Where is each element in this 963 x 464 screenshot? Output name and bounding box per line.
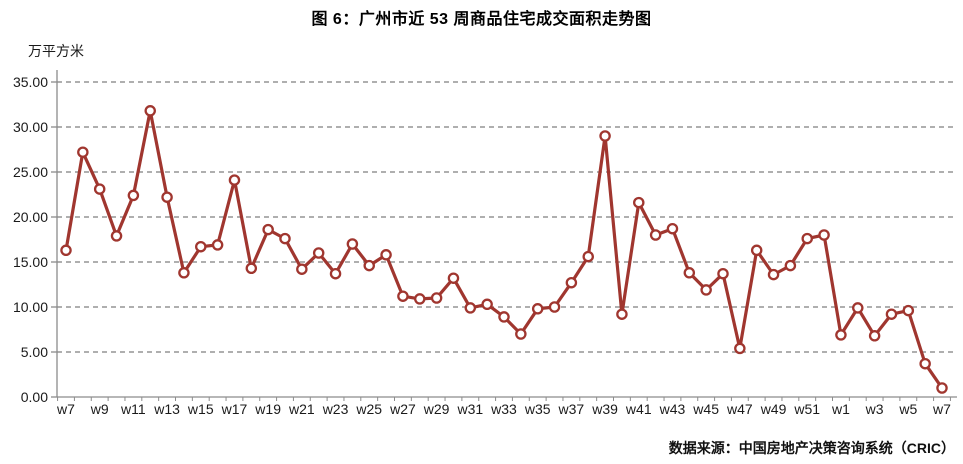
y-axis-tick-label: 0.00 [21, 389, 48, 405]
data-point-marker [110, 230, 123, 242]
data-point-marker [784, 259, 797, 272]
x-axis-tick-label: w5 [898, 401, 917, 417]
data-point-marker [531, 303, 544, 315]
data-point-marker [447, 272, 460, 284]
data-point-marker [717, 267, 729, 280]
data-point-marker [312, 247, 325, 259]
x-axis-tick-label: w47 [726, 401, 753, 417]
gridlines [57, 81, 957, 353]
y-axis-tick-label: 10.00 [13, 299, 48, 315]
data-point-marker [296, 263, 308, 275]
data-point-marker [228, 174, 241, 186]
data-point-marker [464, 302, 477, 314]
data-point-marker [835, 329, 847, 341]
x-axis-tick-label: w23 [322, 401, 349, 417]
data-point-marker [60, 244, 72, 257]
x-axis-tick-label: w17 [221, 401, 248, 417]
data-point-marker [868, 330, 881, 342]
data-point-marker [649, 229, 662, 241]
data-point-marker [346, 238, 359, 250]
x-axis-tick-label: w15 [187, 401, 214, 417]
data-point-marker [683, 267, 696, 279]
data-point-marker [919, 357, 931, 370]
data-point-marker [178, 267, 190, 279]
data-point-marker [414, 293, 426, 305]
data-point-marker [279, 232, 291, 245]
data-point-markers [60, 105, 948, 394]
y-axis-tick-label: 15.00 [13, 254, 48, 270]
x-axis-tick-label: w27 [389, 401, 416, 417]
data-point-marker [801, 232, 813, 245]
x-axis-tick-label: w35 [524, 401, 551, 417]
data-point-marker [498, 311, 510, 323]
y-axis-tick-label: 30.00 [13, 119, 48, 135]
data-point-marker [666, 222, 679, 235]
data-point-marker [380, 249, 392, 261]
x-axis-tick-label: w13 [153, 401, 180, 417]
x-axis-tick-label: w29 [423, 401, 450, 417]
data-point-marker [195, 240, 207, 253]
data-source-note: 数据来源：中国房地产决策咨询系统（CRIC） [668, 440, 955, 456]
data-point-marker [750, 244, 763, 257]
data-point-marker [565, 276, 578, 289]
data-point-marker [818, 229, 830, 241]
data-point-marker [262, 223, 274, 236]
x-axis-tick-label: w37 [558, 401, 585, 417]
data-point-marker [481, 298, 493, 311]
data-point-marker [329, 267, 342, 280]
x-axis-tick-label: w33 [490, 401, 517, 417]
x-axis-tick-label: w41 [625, 401, 652, 417]
y-axis-labels: 0.00 5.00 10.00 15.00 20.00 25.00 30.00 35.00 [13, 74, 48, 405]
x-axis-tick-label: w11 [120, 401, 146, 417]
data-point-marker [700, 284, 712, 296]
data-point-marker [144, 105, 156, 117]
x-axis-tick-label: w25 [355, 401, 382, 417]
x-axis-tick-label: w3 [865, 401, 884, 417]
data-point-marker [767, 268, 780, 281]
data-point-marker [885, 308, 898, 320]
x-axis-tick-label: w21 [288, 401, 315, 417]
data-point-marker [599, 130, 611, 142]
x-axis-tick-label: w43 [659, 401, 686, 417]
data-point-marker [633, 196, 645, 209]
data-point-marker [93, 183, 106, 195]
x-axis-tick-label: w31 [456, 401, 483, 417]
data-point-marker [245, 262, 258, 275]
data-point-marker [902, 304, 915, 317]
x-axis-tick-label: w45 [692, 401, 719, 417]
data-point-marker [77, 146, 89, 158]
chart-title: 图 6：广州市近 53 周商品住宅成交面积走势图 [311, 11, 652, 28]
y-axis-tick-label: 35.00 [13, 74, 48, 90]
data-point-marker [582, 250, 594, 263]
data-point-marker [430, 292, 443, 304]
data-point-marker [616, 308, 628, 320]
data-point-marker [211, 239, 224, 251]
x-axis-tick-label: w39 [591, 401, 618, 417]
data-point-marker [734, 342, 746, 355]
data-point-marker [515, 328, 527, 340]
x-axis-tick-label: w49 [760, 401, 787, 417]
x-axis-tick-label: w7 [932, 401, 951, 417]
data-point-marker [363, 259, 375, 272]
x-axis-tick-label: w51 [793, 401, 820, 417]
x-axis-tick-label: w7 [56, 401, 75, 417]
x-axis-labels: w7 w9 w11 w13 w15 w17 w19 w21 w23 w25 w27 w29 w31 w33… [56, 401, 951, 417]
y-axis-tick-label: 25.00 [13, 164, 48, 180]
y-axis-tick-label: 5.00 [21, 344, 48, 360]
axes [51, 70, 957, 401]
data-point-marker [127, 189, 140, 202]
x-axis-tick-label: w1 [831, 401, 850, 417]
data-point-marker [548, 301, 561, 313]
data-point-marker [161, 191, 173, 203]
data-point-marker [852, 302, 864, 314]
data-point-marker [397, 290, 409, 302]
x-axis-tick-label: w19 [254, 401, 281, 417]
y-axis-tick-label: 20.00 [13, 209, 48, 225]
x-axis-tick-label: w9 [90, 401, 109, 417]
data-point-marker [936, 382, 948, 394]
y-axis-unit-label: 万平方米 [28, 43, 84, 59]
